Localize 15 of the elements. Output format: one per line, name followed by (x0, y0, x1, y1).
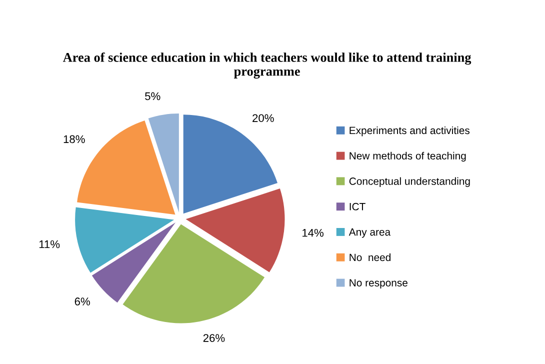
legend-label: No response (350, 279, 408, 289)
chart-title: Area of science education in which teachers would like to attend training programme (62, 52, 472, 79)
data-label: 6% (74, 298, 90, 306)
legend-label: Conceptual understanding (349, 177, 470, 187)
data-label: 11% (39, 240, 60, 248)
legend-label: ICT (350, 202, 366, 210)
data-label: 20% (252, 114, 274, 122)
legend-label: Any area (348, 228, 391, 238)
data-label: 14% (302, 228, 324, 237)
data-label: 5% (145, 92, 160, 100)
data-label: 26% (203, 334, 225, 342)
data-label: 18% (64, 135, 85, 144)
legend-label: New methods of teaching (350, 152, 466, 162)
legend-label: No need (350, 253, 390, 262)
legend-label: Experiments and activities (350, 126, 470, 136)
